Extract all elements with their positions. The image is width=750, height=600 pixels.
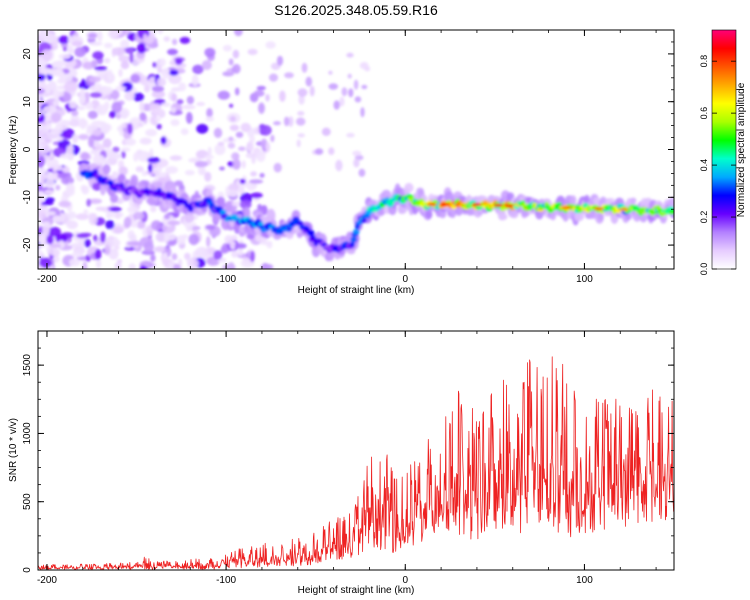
snr-xlabel: Height of straight line (km) — [298, 585, 415, 596]
colorbar-tick-label: 0.8 — [699, 55, 709, 68]
spectrogram-ytick-label: -20 — [22, 237, 33, 252]
snr-ylabel: SNR (10 * v/v) — [8, 418, 19, 482]
snr-background — [38, 331, 674, 570]
spectrogram-ytick-label: 0 — [22, 146, 33, 152]
snr-xtick-label: 0 — [402, 575, 408, 586]
spectrogram-ytick-label: 10 — [22, 96, 33, 108]
snr-ytick-label: 1000 — [22, 422, 33, 445]
spectrogram-ylabel: Frequency (Hz) — [8, 116, 19, 185]
colorbar-bar — [711, 29, 737, 270]
snr-ytick-label: 500 — [22, 493, 33, 510]
colorbar: 0.0 0.2 0.4 0.6 0.8 Normalized spectral ampl… — [699, 29, 747, 275]
snr-xtick-label: -200 — [37, 575, 57, 586]
snr-xtick-label: -100 — [216, 575, 236, 586]
spectrogram-heatmap — [38, 30, 674, 269]
figure-title: S126.2025.348.05.59.R16 — [274, 2, 438, 18]
spectrogram-ytick-label: 20 — [22, 48, 33, 60]
snr-ytick-label: 1500 — [22, 354, 33, 377]
spectrogram-xlabel: Height of straight line (km) — [298, 285, 415, 296]
colorbar-tick-label: 0.0 — [699, 263, 709, 276]
colorbar-ticks: 0.0 0.2 0.4 0.6 0.8 — [699, 55, 736, 275]
snr-series-line — [38, 356, 674, 570]
colorbar-label: Normalized spectral amplitude — [736, 82, 747, 217]
spectrogram-xtick-label: -200 — [37, 274, 57, 285]
snr-xtick-label: 100 — [576, 575, 593, 586]
colorbar-tick-label: 0.6 — [699, 107, 709, 120]
snr-ytick-label: 0 — [22, 567, 33, 573]
colorbar-tick-label: 0.2 — [699, 211, 709, 224]
spectrogram-ytick-label: -10 — [22, 190, 33, 205]
spectrogram-xtick-label: 0 — [402, 274, 408, 285]
spectrogram-xtick-label: -100 — [216, 274, 236, 285]
colorbar-tick-label: 0.4 — [699, 159, 709, 172]
spectrogram-xtick-label: 100 — [576, 274, 593, 285]
